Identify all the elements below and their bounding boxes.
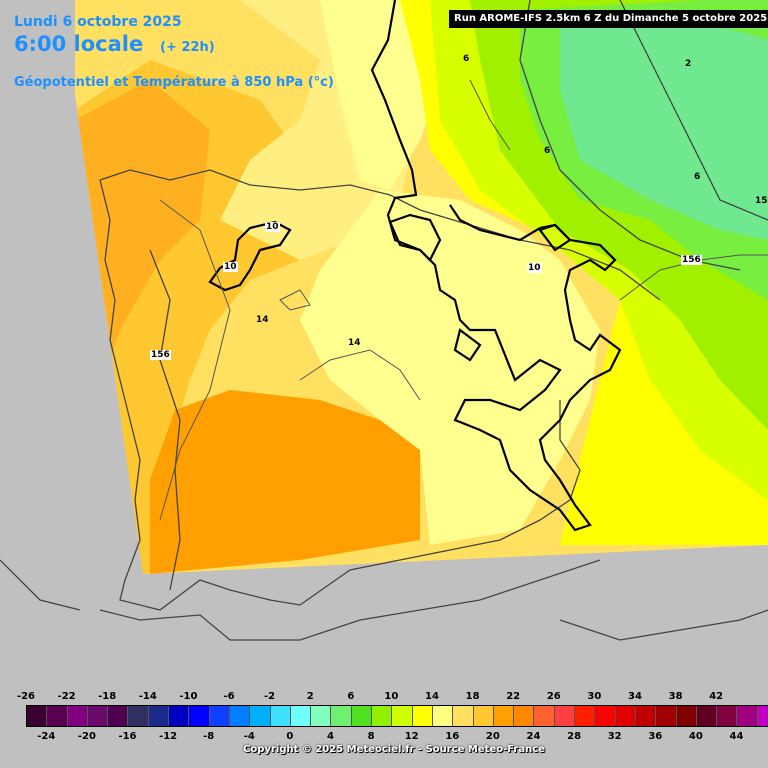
contour-label: 6: [463, 54, 470, 64]
legend-swatch: [615, 706, 636, 726]
legend-tick-top: 2: [306, 691, 314, 702]
legend-swatch: [514, 706, 535, 726]
contour-label: 14: [256, 315, 269, 325]
legend-tick-top: 26: [546, 691, 561, 702]
legend-tick-bottom: 28: [567, 731, 582, 742]
legend-swatch: [432, 706, 454, 726]
legend-tick-top: 18: [465, 691, 480, 702]
legend-tick-top: 6: [347, 691, 355, 702]
legend-tick-bottom: -16: [118, 731, 137, 742]
legend-tick-bottom: 24: [526, 731, 541, 742]
legend-tick-top: 42: [709, 691, 724, 702]
legend-swatch: [656, 706, 677, 726]
legend-tick-top: 22: [506, 691, 521, 702]
legend-swatch: [534, 706, 555, 726]
legend-tick-top: -26: [16, 691, 36, 702]
legend-tick-bottom: 0: [286, 731, 294, 742]
legend-swatch: [331, 706, 352, 726]
legend-swatch: [311, 706, 332, 726]
legend-swatch: [128, 706, 149, 726]
legend-swatch: [270, 706, 291, 726]
legend-swatch: [392, 706, 413, 726]
geopotential-label: 156: [681, 255, 702, 265]
legend-swatch: [47, 706, 68, 726]
legend-swatch: [189, 706, 210, 726]
legend-swatch: [67, 706, 88, 726]
legend-swatch: [351, 706, 373, 726]
legend-tick-bottom: 36: [648, 731, 663, 742]
contour-label: 6: [694, 172, 701, 182]
legend-swatch: [87, 706, 109, 726]
legend-tick-top: -14: [138, 691, 157, 702]
color-legend: [26, 705, 768, 727]
legend-swatch: [717, 706, 738, 726]
forecast-date: Lundi 6 octobre 2025: [14, 14, 182, 30]
legend-swatch: [737, 706, 758, 726]
legend-swatch: [108, 706, 129, 726]
legend-tick-bottom: -4: [243, 731, 255, 742]
contour-label: 10: [223, 262, 238, 272]
legend-swatch: [696, 706, 718, 726]
legend-swatch: [229, 706, 251, 726]
legend-swatch: [493, 706, 515, 726]
legend-tick-bottom: 20: [485, 731, 500, 742]
contour-label: 6: [544, 146, 551, 156]
legend-tick-bottom: 16: [445, 731, 460, 742]
legend-tick-top: -2: [264, 691, 276, 702]
legend-swatch: [676, 706, 697, 726]
legend-tick-bottom: -8: [203, 731, 215, 742]
legend-swatch: [169, 706, 190, 726]
legend-swatch: [595, 706, 616, 726]
copyright: Copyright © 2025 Meteociel.fr - Source M…: [243, 744, 545, 755]
legend-tick-bottom: 8: [367, 731, 375, 742]
legend-tick-top: 14: [425, 691, 439, 702]
legend-tick-top: 38: [668, 691, 683, 702]
legend-tick-bottom: 44: [729, 731, 744, 742]
legend-tick-top: -6: [223, 691, 235, 702]
country-borders: [0, 0, 768, 641]
legend-tick-top: -22: [57, 691, 76, 702]
legend-swatch: [412, 706, 433, 726]
legend-tick-top: 10: [384, 691, 399, 702]
legend-swatch: [554, 706, 576, 726]
legend-tick-bottom: -12: [159, 731, 178, 742]
legend-swatch: [372, 706, 393, 726]
contour-label: 2: [685, 59, 692, 69]
legend-tick-bottom: 4: [327, 731, 334, 742]
contour-label: 10: [527, 263, 542, 273]
legend-swatch: [250, 706, 271, 726]
legend-tick-bottom: -20: [77, 731, 96, 742]
forecast-time: 6:00 locale: [14, 32, 144, 56]
legend-tick-top: 34: [628, 691, 642, 702]
legend-swatch: [290, 706, 312, 726]
legend-swatch: [27, 706, 48, 726]
forecast-lead: (+ 22h): [160, 40, 215, 55]
contour-label: 10: [265, 222, 280, 232]
legend-tick-top: 30: [587, 691, 602, 702]
contour-label: 15: [755, 196, 768, 206]
geopotential-label: 156: [150, 350, 171, 360]
legend-tick-top: -18: [98, 691, 117, 702]
parameter-title: Géopotentiel et Température à 850 hPa (°…: [14, 75, 334, 90]
legend-tick-bottom: 40: [688, 731, 703, 742]
legend-tick-bottom: -24: [37, 731, 56, 742]
legend-swatch: [148, 706, 170, 726]
run-banner: Run AROME-IFS 2.5km 6 Z du Dimanche 5 oc…: [449, 10, 768, 28]
legend-tick-bottom: 32: [607, 731, 622, 742]
legend-swatch: [453, 706, 474, 726]
legend-tick-bottom: 12: [404, 731, 419, 742]
legend-swatch: [209, 706, 230, 726]
legend-swatch: [757, 706, 768, 726]
contour-label: 14: [348, 338, 361, 348]
legend-swatch: [635, 706, 657, 726]
legend-tick-top: -10: [179, 691, 198, 702]
legend-swatch: [575, 706, 596, 726]
legend-swatch: [473, 706, 494, 726]
